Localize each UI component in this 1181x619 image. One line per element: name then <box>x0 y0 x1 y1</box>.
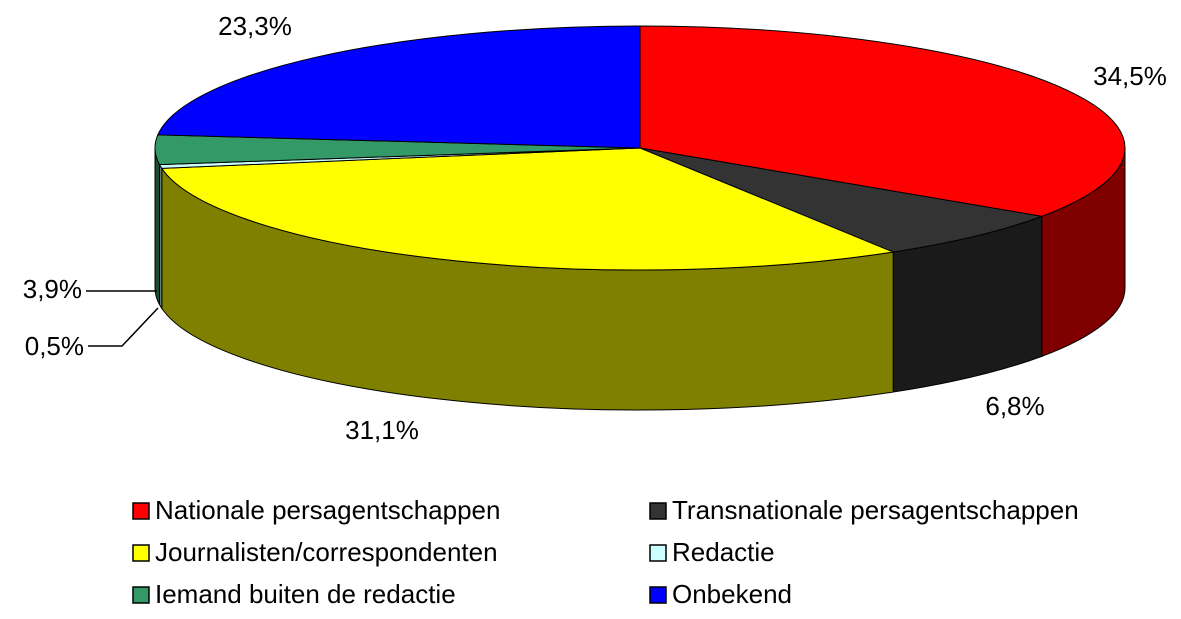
data-label: 34,5% <box>1093 61 1167 91</box>
legend-label: Redactie <box>672 537 775 567</box>
legend-swatch <box>649 544 667 562</box>
legend-label: Journalisten/correspondenten <box>155 537 498 567</box>
legend-swatch <box>649 586 667 604</box>
legend-swatch <box>132 586 150 604</box>
slice-side <box>154 147 161 305</box>
legend-label: Transnationale persagentschappen <box>672 495 1079 525</box>
data-label: 23,3% <box>218 11 292 41</box>
legend-swatch <box>132 544 150 562</box>
slice <box>157 25 641 149</box>
legend-swatch <box>132 502 150 520</box>
data-label: 6,8% <box>985 391 1044 421</box>
legend-label: Nationale persagentschappen <box>155 495 500 525</box>
legend-swatch <box>649 502 667 520</box>
data-label: 3,9% <box>23 274 82 304</box>
data-label: 31,1% <box>345 415 419 445</box>
slice <box>639 147 1044 253</box>
slice <box>639 25 1126 217</box>
slice <box>160 147 896 271</box>
legend-label: Onbekend <box>672 579 792 609</box>
legend-label: Iemand buiten de redactie <box>155 579 456 609</box>
leader-line <box>88 307 159 347</box>
data-label: 0,5% <box>25 331 84 361</box>
